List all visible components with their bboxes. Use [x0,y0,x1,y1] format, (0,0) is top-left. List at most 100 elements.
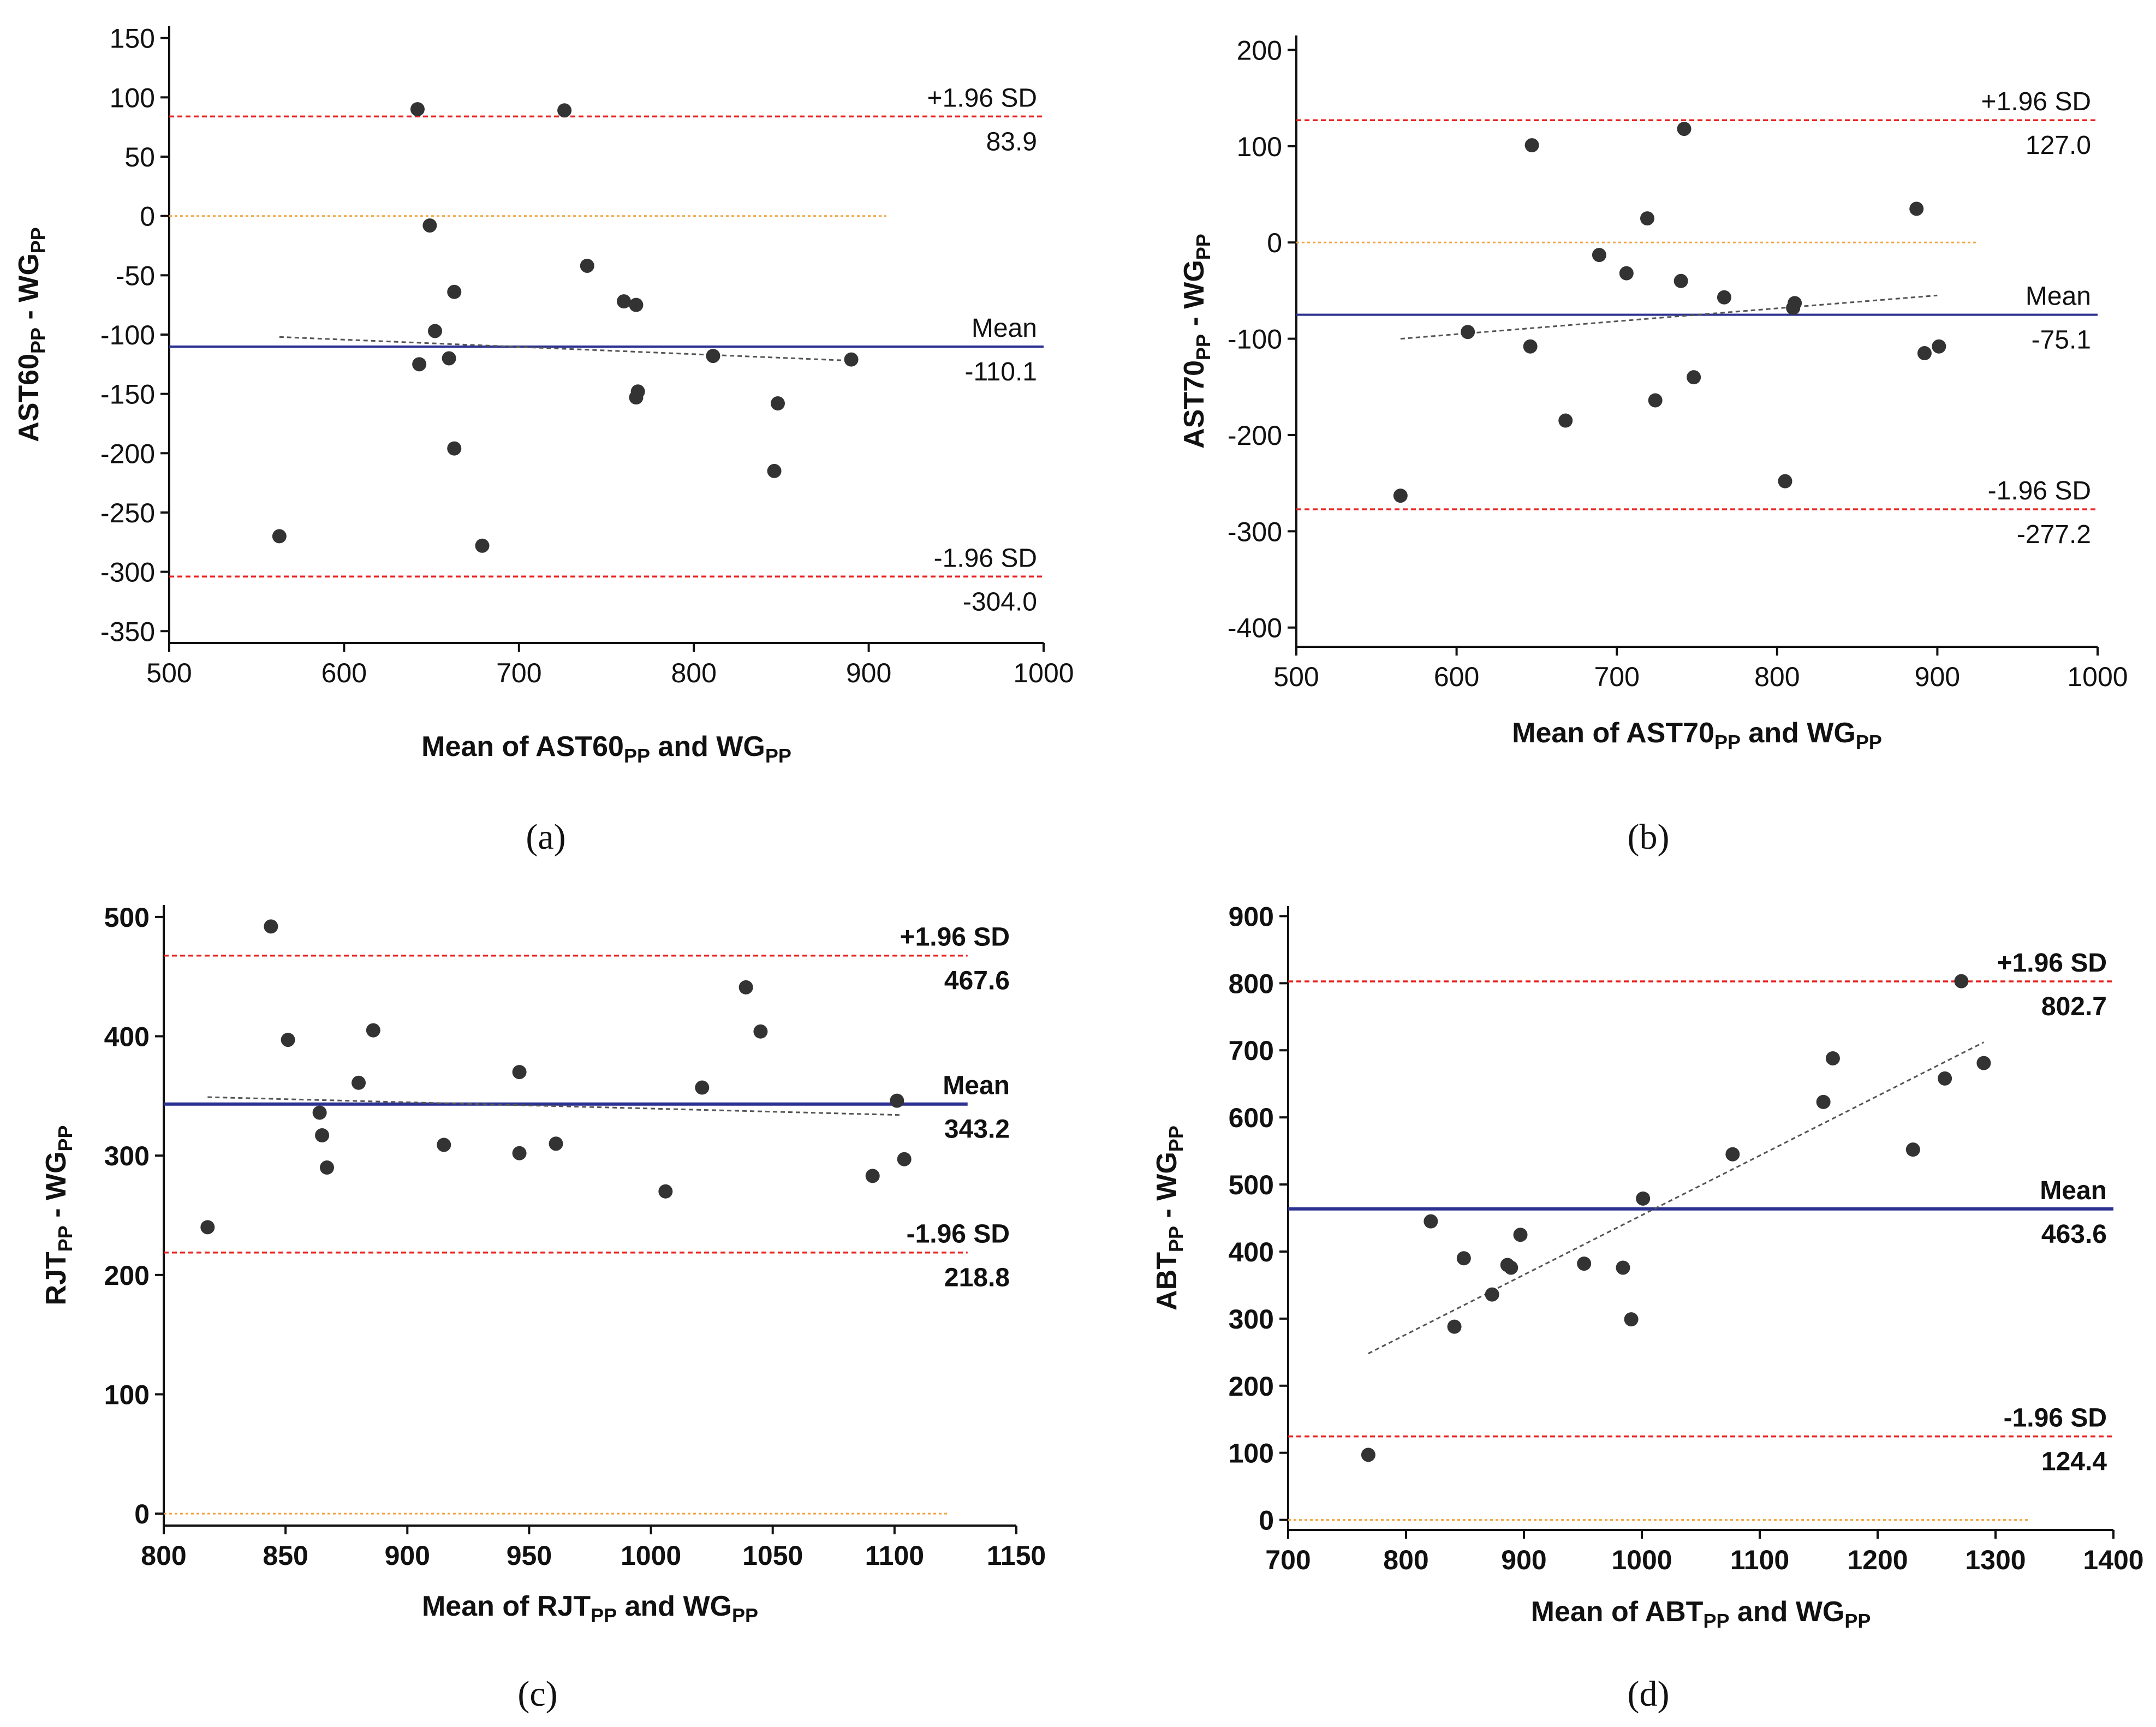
y-tick-label: 0 [1267,228,1282,258]
y-tick-label: -100 [1228,324,1282,355]
data-point [437,1138,451,1152]
data-point [1976,1056,1991,1070]
mean-label: Mean [2040,1176,2107,1205]
y-tick-label: 900 [1229,901,1274,932]
y-tick-label: 0 [1259,1505,1274,1536]
data-point [352,1075,366,1090]
data-point [1393,489,1408,503]
data-point [695,1080,710,1095]
data-point [1513,1228,1528,1242]
data-point [1816,1094,1831,1109]
y-tick-label: -300 [100,557,155,588]
data-point [1361,1448,1375,1462]
x-tick-label: 900 [846,658,891,688]
x-tick-label: 900 [1915,662,1960,692]
y-tick-label: 500 [104,902,150,933]
mean-value: 463.6 [2041,1220,2107,1249]
data-point [281,1033,295,1047]
data-point [1938,1071,1952,1086]
data-point [312,1105,327,1120]
y-tick-label: -400 [1228,613,1282,644]
lower-loa-label: -1.96 SD [907,1220,1010,1249]
y-axis-title: AST70PP - WGPP [1178,234,1214,449]
data-point [770,396,785,411]
data-point [629,390,644,405]
upper-loa-label: +1.96 SD [927,84,1037,112]
x-tick-label: 600 [321,658,367,688]
y-tick-label: -300 [1228,516,1282,547]
lower-loa-value: -277.2 [2017,520,2091,549]
y-tick-label: -100 [100,320,155,350]
data-point [1558,413,1573,428]
x-tick-label: 800 [141,1540,186,1571]
data-point [366,1023,380,1038]
data-point [1461,325,1475,340]
panel-label: (b) [1628,817,1670,857]
data-point [475,538,490,553]
data-point [617,294,632,309]
data-point [865,1169,880,1183]
y-tick-label: 400 [1229,1237,1274,1267]
y-tick-label: 100 [1229,1438,1274,1469]
y-tick-label: 300 [104,1141,150,1171]
x-tick-label: 1000 [2067,662,2128,692]
x-tick-label: 500 [146,658,192,688]
data-point [200,1220,215,1235]
data-point [890,1093,904,1108]
data-point [738,980,753,994]
data-point [897,1152,912,1166]
data-point [1485,1287,1499,1302]
y-tick-label: -200 [1228,420,1282,451]
x-tick-label: 1200 [1847,1545,1908,1575]
upper-loa-value: 83.9 [986,127,1037,156]
mean-label: Mean [943,1071,1010,1100]
x-tick-label: 600 [1434,662,1479,692]
data-point [1592,248,1606,263]
regression-line [1400,294,1938,340]
mean-label: Mean [2026,282,2091,311]
data-point [1616,1260,1630,1275]
data-point [658,1184,673,1199]
data-point [580,258,594,273]
y-axis-title: RJTPP - WGPP [40,1125,76,1305]
x-axis-title: Mean of ABTPP and WGPP [1531,1596,1871,1632]
lower-loa-value: 124.4 [2041,1448,2107,1476]
panel-label: (d) [1628,1674,1670,1714]
y-tick-label: 800 [1229,968,1274,999]
y-tick-label: 600 [1229,1103,1274,1133]
data-point [1424,1214,1438,1229]
data-point [1786,301,1801,315]
data-point [1447,1319,1462,1334]
data-point [1577,1256,1592,1271]
x-tick-label: 900 [1501,1545,1546,1575]
data-point [428,324,443,338]
x-tick-label: 1150 [987,1540,1046,1571]
x-tick-label: 800 [1383,1545,1428,1575]
upper-loa-label: +1.96 SD [900,923,1010,952]
y-tick-label: -250 [100,498,155,528]
y-tick-label: 0 [134,1499,150,1529]
x-tick-label: 1000 [1611,1545,1672,1575]
y-tick-label: 150 [110,23,155,54]
x-tick-label: 1050 [742,1540,803,1571]
data-point [557,103,572,118]
data-point [1932,339,1946,354]
y-tick-label: 300 [1229,1304,1274,1335]
y-tick-label: 50 [124,142,155,172]
data-point [844,352,859,367]
upper-loa-label: +1.96 SD [1981,87,2091,116]
panel-label: (c) [517,1674,557,1714]
data-point [629,297,644,312]
data-point [447,284,462,299]
regression-line [279,336,851,362]
y-tick-label: 400 [104,1022,150,1052]
data-point [1687,370,1701,385]
data-point [1917,346,1932,361]
lower-loa-value: -304.0 [963,587,1037,616]
y-tick-label: 200 [104,1260,150,1291]
data-point [1725,1147,1740,1162]
